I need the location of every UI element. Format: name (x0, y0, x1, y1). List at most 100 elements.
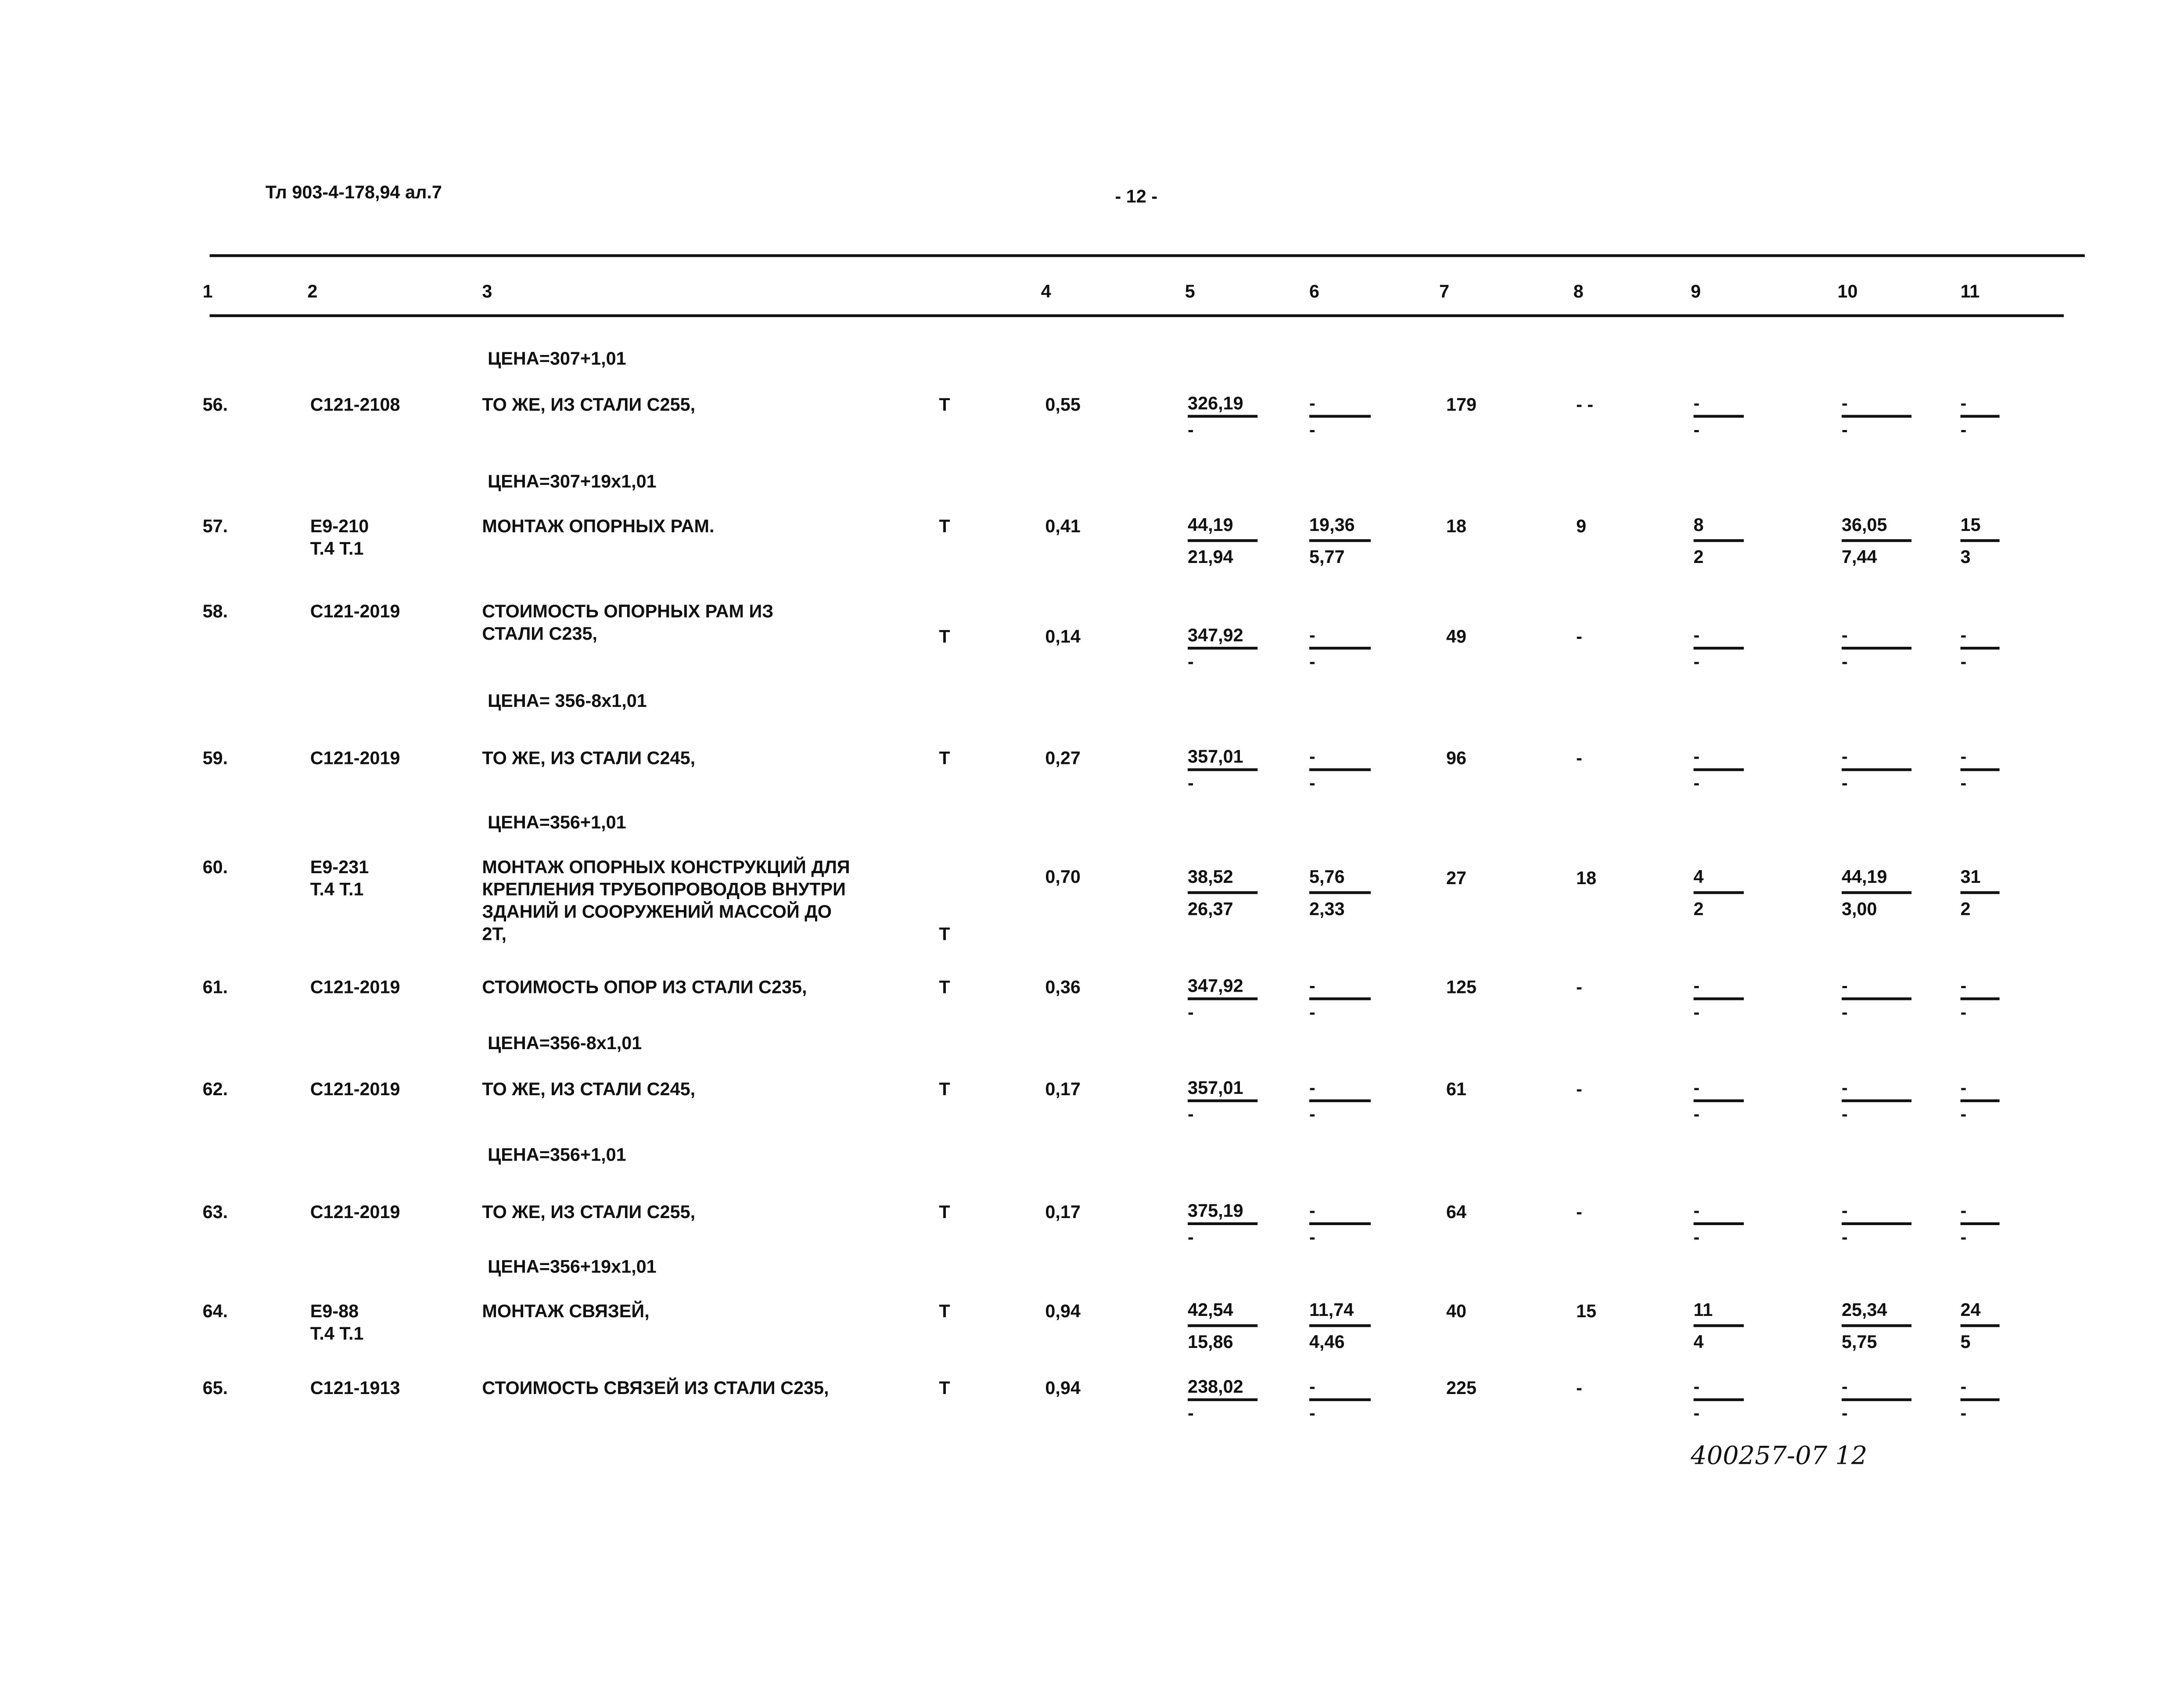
fraction-bar (1693, 768, 1744, 771)
fraction-top: 44,19 (1188, 514, 1233, 535)
fraction-bottom: - (1693, 650, 1700, 671)
fraction-bar (1693, 1324, 1744, 1326)
fraction-top: 11 (1693, 1299, 1713, 1320)
fraction-bar (1188, 647, 1258, 649)
fraction-top: - (1841, 1376, 1848, 1397)
fraction-bottom: - (1188, 650, 1194, 671)
resource-code-line: С121-2019 (310, 1078, 400, 1100)
fraction-bar (1188, 1324, 1258, 1326)
fraction-cell-c6: 19,36 5,77 (1309, 515, 1371, 566)
fraction-bar (1309, 997, 1371, 1000)
fraction-bottom: - (1188, 418, 1194, 440)
resource-code-line: Е9-210 (310, 515, 369, 537)
fraction-bar (1841, 1222, 1912, 1225)
fraction-bar (1841, 1398, 1912, 1401)
fraction-bar (1309, 1398, 1371, 1401)
fraction-top: - (1309, 392, 1315, 414)
fraction-bottom: 26,37 (1188, 897, 1233, 919)
fraction-bar (1188, 891, 1258, 893)
fraction-top: 38,52 (1188, 866, 1233, 887)
fraction-top: - (1693, 1200, 1700, 1221)
fraction-top: 15 (1960, 514, 1981, 535)
row-number: 57. (202, 515, 228, 537)
handwritten-archive-note: 400257-07 12 (1691, 1441, 1868, 1471)
fraction-bar (1309, 768, 1371, 771)
fraction-top: 8 (1693, 514, 1704, 535)
description-line: СТОИМОСТЬ ОПОР ИЗ СТАЛИ С235, (482, 976, 807, 998)
column-7-value: 61 (1446, 1078, 1467, 1100)
row-number: 65. (202, 1377, 228, 1398)
fraction-top: 11,74 (1309, 1299, 1354, 1320)
price-formula: ЦЕНА=356+19х1,01 (488, 1256, 657, 1277)
fraction-cell-c6: -- (1309, 1376, 1371, 1423)
fraction-top: 238,02 (1188, 1376, 1243, 1397)
fraction-cell-c9: 11 4 (1693, 1299, 1744, 1351)
fraction-top: 44,19 (1841, 866, 1887, 887)
unit: Т (939, 747, 950, 768)
column-7-value: 125 (1446, 976, 1477, 998)
fraction-bar (1841, 415, 1912, 417)
row-number: 64. (202, 1300, 228, 1322)
fraction-bottom: - (1693, 771, 1700, 793)
fraction-bottom: - (1693, 1103, 1700, 1124)
fraction-bottom: - (1960, 1226, 1967, 1247)
column-8-value: - (1576, 747, 1582, 768)
description-line: МОНТАЖ СВЯЗЕЙ, (482, 1300, 650, 1322)
fraction-cell-c6: -- (1309, 747, 1371, 792)
fraction-top: - (1841, 1077, 1848, 1098)
fraction-bottom: 5 (1960, 1330, 1971, 1352)
resource-code: С121-1913 (310, 1377, 400, 1400)
resource-code-line: Т.4 Т.1 (310, 1323, 364, 1344)
fraction-cell-c11: -- (1960, 624, 2000, 671)
fraction-top: - (1309, 1077, 1315, 1098)
fraction-cell-c11: -- (1960, 747, 2000, 792)
unit: Т (939, 515, 950, 537)
fraction-top: - (1693, 975, 1700, 996)
resource-code-line: Е9-88 (310, 1300, 359, 1322)
fraction-top: - (1693, 1376, 1700, 1397)
price-formula: ЦЕНА=356+1,01 (488, 1144, 626, 1165)
fraction-cell-c6: -- (1309, 1201, 1371, 1247)
fraction-bottom: 3 (1960, 545, 1971, 566)
fraction-bottom: - (1841, 418, 1848, 440)
fraction-bar (1960, 768, 2000, 771)
fraction-cell-c9: -- (1693, 975, 1744, 1022)
fraction-bottom: - (1841, 1001, 1848, 1022)
column-header-11: 11 (1960, 280, 1980, 302)
fraction-cell-c9: -- (1693, 1200, 1744, 1247)
resource-code: Е9-231 Т.4 Т.1 (310, 857, 369, 901)
fraction-top: - (1309, 1200, 1315, 1221)
fraction-bar (1693, 1398, 1744, 1401)
fraction-bar (1841, 647, 1912, 649)
fraction-bottom: 2,33 (1309, 897, 1345, 919)
row-number: 61. (202, 976, 228, 998)
fraction-bottom: 2 (1960, 897, 1971, 919)
work-description: МОНТАЖ ОПОРНЫХ РАМ. (482, 516, 714, 538)
resource-code-line: С121-2019 (310, 747, 400, 768)
fraction-top: 326,19 (1188, 392, 1243, 414)
fraction-bottom: 21,94 (1188, 545, 1233, 566)
table-top-rule (209, 254, 2085, 257)
work-description: СТОИМОСТЬ СВЯЗЕЙ ИЗ СТАЛИ С235, (482, 1377, 829, 1400)
fraction-cell-c5: 238,02 - (1188, 1376, 1258, 1423)
quantity: 0,17 (1045, 1078, 1081, 1100)
fraction-bar (1309, 1099, 1371, 1102)
fraction-bar (1188, 539, 1258, 541)
fraction-bottom: - (1309, 1401, 1315, 1423)
fraction-bar (1188, 1222, 1258, 1225)
fraction-bar (1960, 1222, 2000, 1225)
fraction-bar (1693, 1099, 1744, 1102)
fraction-bottom: - (1309, 771, 1315, 793)
fraction-bottom: - (1693, 418, 1700, 440)
quantity: 0,55 (1045, 394, 1081, 415)
row-number: 56. (202, 394, 228, 415)
fraction-cell-c5: 42,54 15,86 (1188, 1300, 1258, 1351)
fraction-top: - (1960, 624, 1967, 645)
fraction-cell-c11: -- (1960, 1376, 2000, 1423)
fraction-bottom: - (1960, 650, 1967, 671)
fraction-cell-c5: 44,19 21,94 (1188, 514, 1258, 566)
unit: Т (939, 976, 950, 998)
fraction-top: - (1693, 392, 1700, 414)
column-header-6: 6 (1309, 280, 1320, 302)
description-line: КРЕПЛЕНИЯ ТРУБОПРОВОДОВ ВНУТРИ (482, 878, 846, 900)
